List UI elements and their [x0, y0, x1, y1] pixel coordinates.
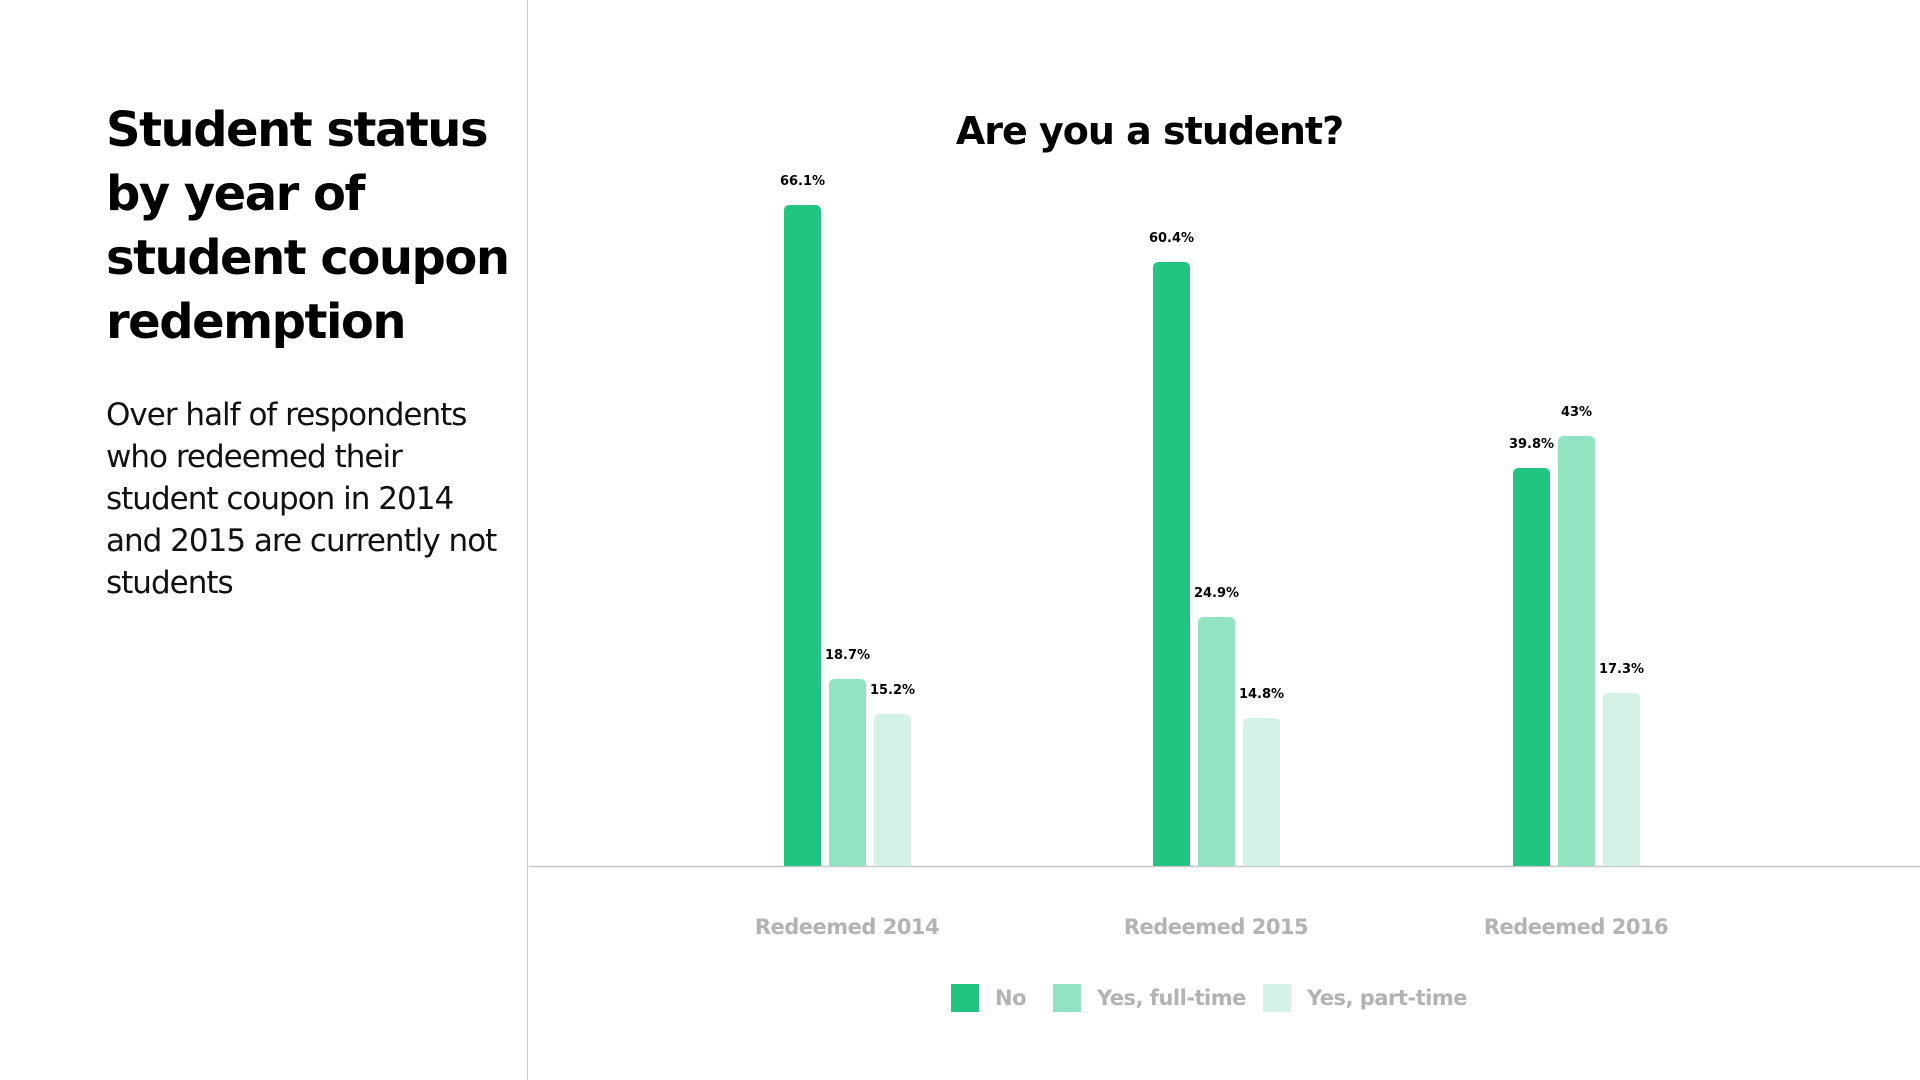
- chart-area: Are you a student? 66.1% 18.7% 15.2% Redeem…: [529, 0, 1920, 1080]
- category-label: Redeemed 2016: [1484, 915, 1668, 939]
- data-label: 39.8%: [1509, 437, 1554, 452]
- legend-item-yes-full-time: Yes, full-time: [1053, 983, 1246, 1013]
- bar-redeemed-2015-yes-part-time: [1243, 718, 1280, 866]
- bar-redeemed-2015-yes-full-time: [1198, 617, 1235, 866]
- slide-title: Student status by year of student coupon…: [106, 102, 510, 350]
- data-label: 60.4%: [1149, 231, 1194, 246]
- legend-label: No: [995, 986, 1027, 1010]
- category-label: Redeemed 2015: [1124, 915, 1308, 939]
- data-label: 15.2%: [870, 683, 915, 698]
- bar-redeemed-2016-yes-full-time: [1558, 436, 1595, 866]
- bar-redeemed-2014-no: [784, 205, 821, 866]
- legend-item-no: No: [951, 983, 1027, 1013]
- legend-swatch: [1053, 984, 1081, 1012]
- data-label: 14.8%: [1239, 687, 1284, 702]
- legend-item-yes-part-time: Yes, part-time: [1263, 983, 1468, 1013]
- legend-label: Yes, full-time: [1097, 986, 1246, 1010]
- legend-swatch: [1263, 984, 1291, 1012]
- chart-title: Are you a student?: [955, 109, 1344, 153]
- legend-swatch: [951, 984, 979, 1012]
- slide-description: Over half of respondents who redeemed th…: [106, 397, 497, 601]
- bar-redeemed-2014-yes-part-time: [874, 714, 911, 866]
- category-label: Redeemed 2014: [755, 915, 939, 939]
- data-label: 17.3%: [1599, 662, 1644, 677]
- legend-label: Yes, part-time: [1307, 986, 1468, 1010]
- chart-legend: No Yes, full-time Yes, part-time: [529, 983, 1920, 1013]
- data-label: 66.1%: [780, 174, 825, 189]
- data-label: 43%: [1561, 405, 1592, 420]
- data-label: 24.9%: [1194, 586, 1239, 601]
- bar-redeemed-2016-yes-part-time: [1603, 693, 1640, 866]
- bar-chart: 66.1% 18.7% 15.2% Redeemed 2014 60.4% 24.9% 14…: [529, 174, 1920, 939]
- bar-redeemed-2015-no: [1153, 262, 1190, 866]
- bar-redeemed-2014-yes-full-time: [829, 679, 866, 866]
- bar-redeemed-2016-no: [1513, 468, 1550, 866]
- left-panel: Student status by year of student coupon…: [0, 0, 528, 1080]
- data-label: 18.7%: [825, 648, 870, 663]
